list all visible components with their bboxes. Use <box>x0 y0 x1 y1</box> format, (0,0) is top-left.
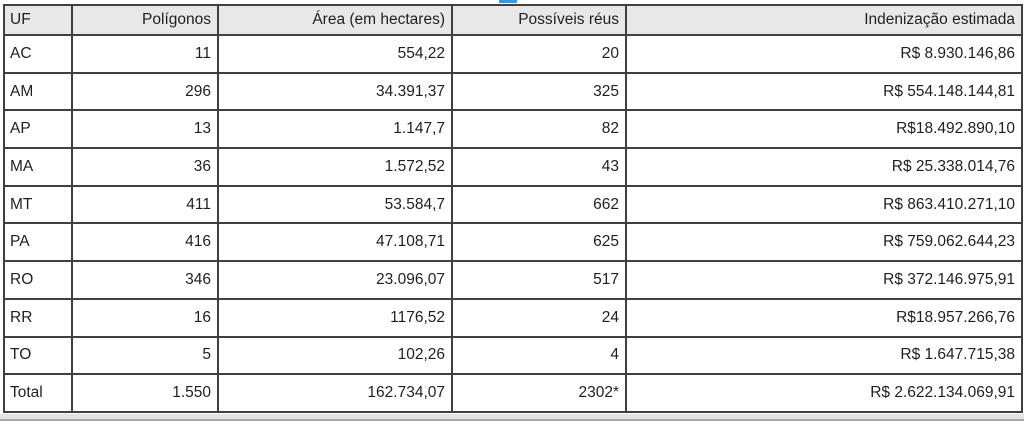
table-row-ap: AP 13 1.147,7 82 R$18.492.890,10 <box>3 109 1023 150</box>
cell-indenizacao: R$ 863.410.271,10 <box>625 184 1023 225</box>
cell-uf: AM <box>3 71 73 112</box>
cell-uf: MA <box>3 147 73 187</box>
cell-poligonos: 11 <box>71 34 219 74</box>
table-row-am: AM 296 34.391,37 325 R$ 554.148.144,81 <box>3 71 1023 112</box>
cell-poligonos: 1.550 <box>71 373 219 413</box>
cell-area: 162.734,07 <box>217 373 453 413</box>
cell-indenizacao: R$18.957.266,76 <box>625 297 1023 338</box>
cell-possiveis-reus: 4 <box>451 335 627 376</box>
header-cell-area: Área (em hectares) <box>217 4 453 36</box>
table-row-pa: PA 416 47.108,71 625 R$ 759.062.644,23 <box>3 222 1023 263</box>
cell-area: 47.108,71 <box>217 222 453 263</box>
cell-possiveis-reus: 24 <box>451 297 627 338</box>
cell-uf: PA <box>3 222 73 263</box>
cell-possiveis-reus: 625 <box>451 222 627 263</box>
cell-area: 53.584,7 <box>217 184 453 225</box>
cell-poligonos: 5 <box>71 335 219 376</box>
cell-area: 1.147,7 <box>217 109 453 150</box>
cell-possiveis-reus: 20 <box>451 34 627 74</box>
cell-possiveis-reus: 662 <box>451 184 627 225</box>
cell-poligonos: 296 <box>71 71 219 112</box>
page-bottom-strip <box>0 414 1024 421</box>
table-row-ac: AC 11 554,22 20 R$ 8.930.146,86 <box>3 34 1023 74</box>
cell-poligonos: 411 <box>71 184 219 225</box>
cell-indenizacao: R$ 25.338.014,76 <box>625 147 1023 187</box>
cell-possiveis-reus: 82 <box>451 109 627 150</box>
cell-indenizacao: R$ 372.146.975,91 <box>625 260 1023 300</box>
table-row-rr: RR 16 1176,52 24 R$18.957.266,76 <box>3 297 1023 338</box>
cell-area: 1.572,52 <box>217 147 453 187</box>
header-row: UF Polígonos Área (em hectares) Possívei… <box>3 4 1023 36</box>
cell-poligonos: 416 <box>71 222 219 263</box>
cell-uf: MT <box>3 184 73 225</box>
cell-indenizacao: R$ 2.622.134.069,91 <box>625 373 1023 413</box>
table-row-ma: MA 36 1.572,52 43 R$ 25.338.014,76 <box>3 147 1023 187</box>
cell-uf: RO <box>3 260 73 300</box>
cell-uf: RR <box>3 297 73 338</box>
cell-indenizacao: R$ 554.148.144,81 <box>625 71 1023 112</box>
cell-area: 102,26 <box>217 335 453 376</box>
cell-poligonos: 13 <box>71 109 219 150</box>
cell-uf: AP <box>3 109 73 150</box>
cell-poligonos: 16 <box>71 297 219 338</box>
cell-uf: TO <box>3 335 73 376</box>
header-cell-indenizacao: Indenização estimada <box>625 4 1023 36</box>
cell-possiveis-reus: 43 <box>451 147 627 187</box>
cell-area: 34.391,37 <box>217 71 453 112</box>
cell-poligonos: 346 <box>71 260 219 300</box>
cell-indenizacao: R$18.492.890,10 <box>625 109 1023 150</box>
table-row-mt: MT 411 53.584,7 662 R$ 863.410.271,10 <box>3 184 1023 225</box>
table-row-to: TO 5 102,26 4 R$ 1.647.715,38 <box>3 335 1023 376</box>
header-cell-possiveis-reus: Possíveis réus <box>451 4 627 36</box>
cell-possiveis-reus: 2302* <box>451 373 627 413</box>
cell-uf: AC <box>3 34 73 74</box>
cell-possiveis-reus: 325 <box>451 71 627 112</box>
cell-area: 554,22 <box>217 34 453 74</box>
cell-possiveis-reus: 517 <box>451 260 627 300</box>
cell-indenizacao: R$ 1.647.715,38 <box>625 335 1023 376</box>
table-row-total: Total 1.550 162.734,07 2302* R$ 2.622.13… <box>3 373 1023 413</box>
table-row-ro: RO 346 23.096,07 517 R$ 372.146.975,91 <box>3 260 1023 300</box>
indemnity-by-state-table: UF Polígonos Área (em hectares) Possívei… <box>3 4 1023 413</box>
cell-poligonos: 36 <box>71 147 219 187</box>
header-cell-poligonos: Polígonos <box>71 4 219 36</box>
blue-link-fragment <box>499 0 517 3</box>
cell-uf: Total <box>3 373 73 413</box>
header-cell-uf: UF <box>3 4 73 36</box>
cell-area: 1176,52 <box>217 297 453 338</box>
cell-indenizacao: R$ 759.062.644,23 <box>625 222 1023 263</box>
cell-area: 23.096,07 <box>217 260 453 300</box>
cell-indenizacao: R$ 8.930.146,86 <box>625 34 1023 74</box>
